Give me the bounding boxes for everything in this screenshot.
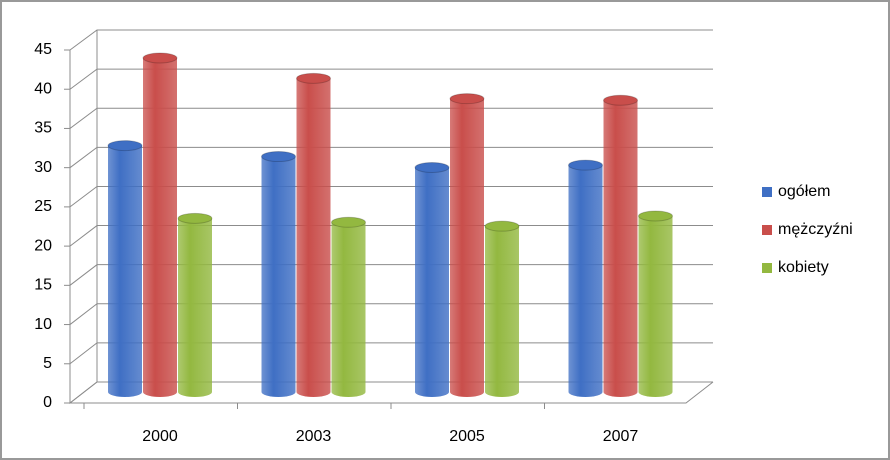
grid-line (69, 68, 713, 90)
y-tick-label: 10 (34, 316, 52, 333)
legend-label: ogółem (778, 183, 830, 200)
y-tick-label: 25 (34, 198, 52, 215)
legend-label: mężczyźni (778, 221, 853, 238)
x-tick-label: 2005 (449, 428, 485, 445)
bar (177, 212, 213, 397)
x-tick-label: 2007 (603, 428, 639, 445)
y-tick-label: 45 (34, 41, 52, 58)
bar (142, 52, 178, 397)
bar (449, 93, 485, 398)
legend-marker (762, 225, 772, 235)
bar (484, 220, 520, 397)
grid-line (69, 29, 713, 51)
y-tick-label: 30 (34, 159, 52, 176)
x-tick-label: 2000 (142, 428, 178, 445)
bar (568, 159, 603, 397)
bar (603, 94, 638, 397)
bar (638, 210, 673, 397)
grid-line (69, 107, 713, 129)
legend-marker (762, 263, 772, 273)
y-tick-label: 20 (34, 237, 52, 254)
bar (331, 216, 366, 397)
y-tick-label: 40 (34, 80, 52, 97)
bar (107, 140, 143, 397)
y-tick-label: 5 (43, 355, 52, 372)
y-tick-label: 35 (34, 120, 52, 137)
y-tick-label: 15 (34, 277, 52, 294)
bar (296, 72, 331, 397)
x-tick-label: 2003 (296, 428, 332, 445)
bar (414, 162, 450, 397)
legend-label: kobiety (778, 259, 829, 276)
grid-line (69, 146, 713, 169)
y-tick-label: 0 (43, 394, 52, 411)
grid-line (69, 185, 713, 208)
bar (261, 151, 296, 397)
legend-marker (762, 187, 772, 197)
